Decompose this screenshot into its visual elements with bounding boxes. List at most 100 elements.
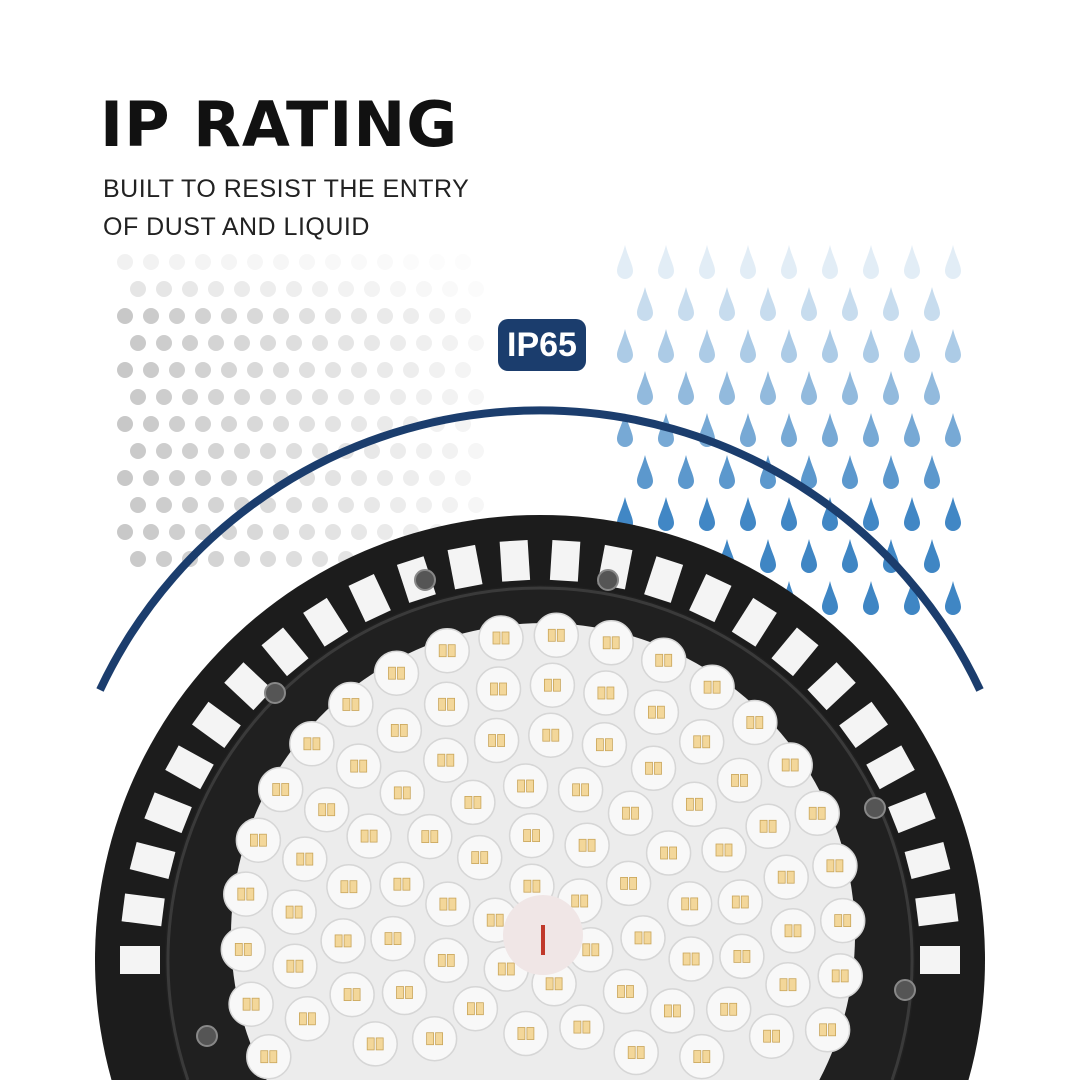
dust-dot [117,308,133,324]
dust-dot [351,254,367,270]
dust-dot [416,389,432,405]
led-chip [611,636,620,650]
led-chip [790,758,799,772]
water-drop [617,329,633,363]
dust-dot [338,335,354,351]
dust-dot [390,497,406,513]
dust-dot [364,497,380,513]
led-lens [326,863,372,910]
led-chip [517,779,525,793]
led-lens [284,996,331,1042]
cooling-fin-slot [807,662,856,711]
water-drops-pattern [617,245,961,615]
led-chip [826,859,835,873]
led-chip [439,897,448,911]
water-drop [719,287,735,321]
led-chip [768,819,777,833]
led-chip [435,1032,444,1046]
water-drop [760,455,776,489]
water-drop [801,455,817,489]
cooling-fin-slot [303,597,349,647]
led-chip [340,880,349,894]
led-chip [691,952,700,966]
dust-dot [247,362,263,378]
led-chip [343,934,352,948]
cooling-fin-slot [224,662,273,711]
led-lens [770,908,816,954]
cooling-fin-slot [731,597,777,647]
water-drop [863,497,879,531]
led-chip [430,830,439,843]
led-lens [335,743,382,789]
led-chip [352,988,361,1001]
dust-dot [143,470,159,486]
led-chip [360,829,369,843]
led-chip [657,705,665,719]
water-drop [883,287,899,321]
dust-dot [325,308,341,324]
dust-dot [377,254,393,270]
led-chip [779,978,788,992]
led-chip [399,724,408,737]
led-chip [281,783,290,796]
dust-dot [260,443,276,459]
dust-dot [156,551,172,567]
led-lens [235,817,282,863]
led-chip [695,797,703,811]
led-chip [572,783,580,797]
led-lens [373,650,420,696]
dust-dot [377,470,393,486]
led-chip [258,833,267,847]
led-chip [554,977,563,991]
led-chip [626,985,634,998]
led-lens [716,757,763,804]
led-lens [320,918,366,964]
led-lens [508,812,555,859]
led-chip [542,728,551,742]
led-chip [664,653,673,667]
water-drop [740,413,756,447]
water-drop [637,455,653,489]
cooling-fin-slot [120,946,160,974]
water-drop [863,581,879,615]
led-chip [523,879,532,893]
water-drop [678,287,694,321]
dust-dot [325,254,341,270]
led-lens [352,1021,398,1067]
dust-dot [182,389,198,405]
led-chip [237,887,246,901]
led-lens [607,790,654,836]
led-chip [506,962,515,976]
led-chip [298,1012,307,1026]
led-chip [393,786,402,800]
led-chip [447,697,456,711]
dust-dot [234,551,250,567]
led-chip [729,1002,738,1016]
dust-dot [338,497,354,513]
led-chip [606,686,615,700]
dust-dot [182,281,198,297]
led-lens [473,717,520,764]
led-lens [559,1004,605,1050]
water-drop [945,581,961,615]
water-drop [945,497,961,531]
led-chip [817,806,826,820]
dust-dot [442,335,458,351]
dust-dot [377,362,393,378]
cooling-fin-slot [191,701,241,748]
led-high-bay-lamp-icon [94,514,985,1080]
water-drop [658,329,674,363]
led-lens [425,881,471,927]
led-lens [452,985,499,1032]
water-drop [740,497,756,531]
led-lens [678,719,725,765]
led-chip [645,761,653,775]
water-drop [822,581,838,615]
dust-dot [468,281,484,297]
led-chip [473,796,482,809]
led-chip [246,887,255,901]
led-chip [682,952,691,966]
led-chip [643,931,652,945]
dust-dot [130,389,146,405]
led-lens [819,897,866,944]
